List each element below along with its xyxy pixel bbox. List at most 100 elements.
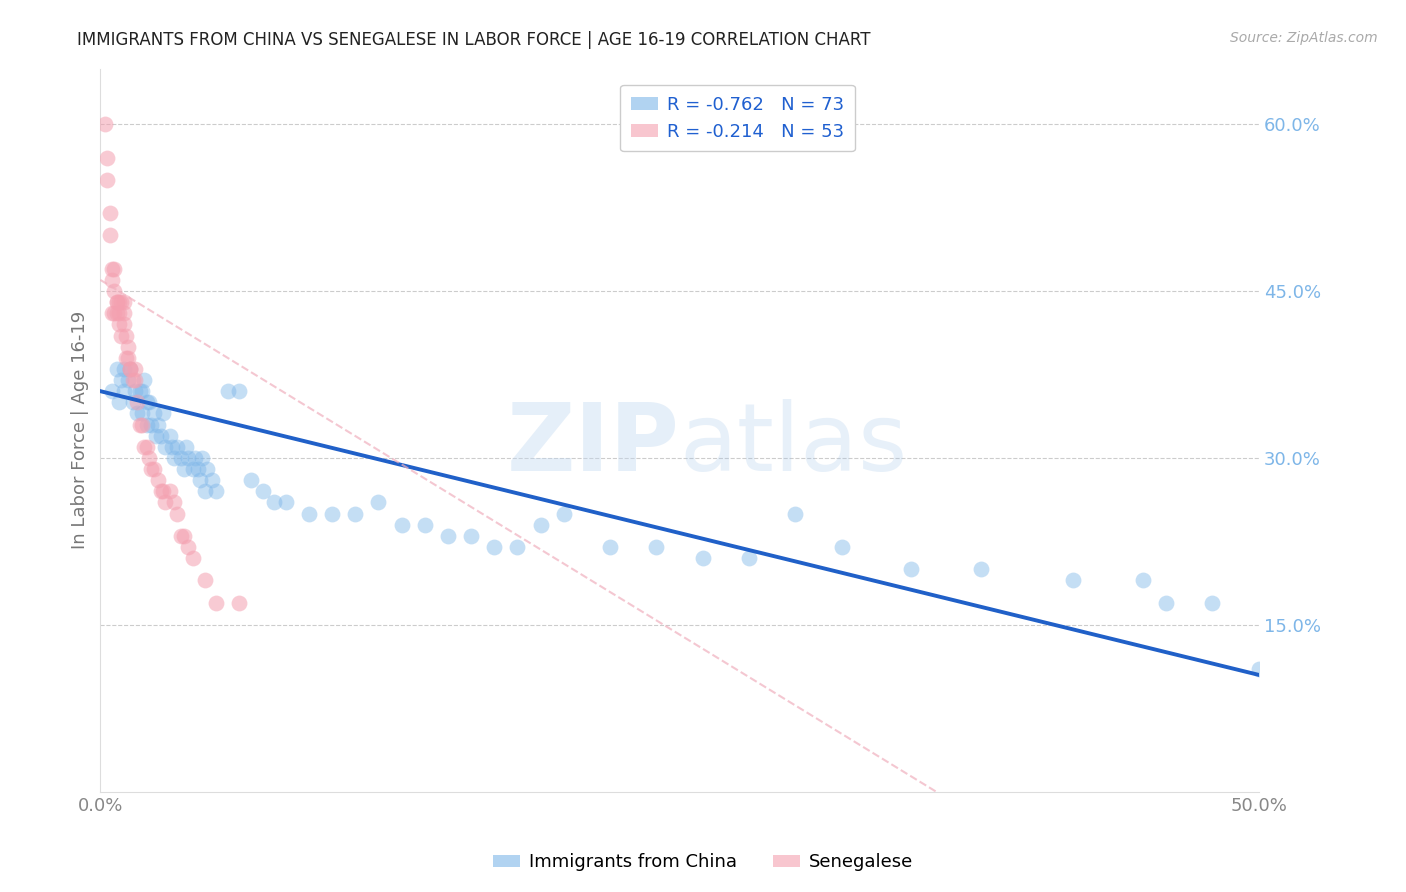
Point <box>173 529 195 543</box>
Point <box>599 540 621 554</box>
Point <box>105 295 128 310</box>
Point <box>321 507 343 521</box>
Point <box>131 406 153 420</box>
Point <box>1247 662 1270 676</box>
Point <box>187 462 209 476</box>
Point <box>131 417 153 432</box>
Point <box>194 484 217 499</box>
Point <box>141 417 163 432</box>
Point <box>110 295 132 310</box>
Text: Source: ZipAtlas.com: Source: ZipAtlas.com <box>1230 31 1378 45</box>
Point <box>131 384 153 399</box>
Point <box>98 228 121 243</box>
Point <box>149 428 172 442</box>
Point <box>173 462 195 476</box>
Point <box>108 306 131 320</box>
Point <box>163 495 186 509</box>
Point <box>134 440 156 454</box>
Point <box>141 462 163 476</box>
Point <box>120 362 142 376</box>
Point <box>181 551 204 566</box>
Point <box>239 473 262 487</box>
Point <box>274 495 297 509</box>
Point <box>103 261 125 276</box>
Point <box>149 484 172 499</box>
Point <box>1154 596 1177 610</box>
Point <box>110 328 132 343</box>
Point <box>128 417 150 432</box>
Point <box>114 351 136 365</box>
Point <box>135 440 157 454</box>
Point <box>96 173 118 187</box>
Point <box>155 495 177 509</box>
Point <box>529 517 551 532</box>
Point <box>96 151 118 165</box>
Point <box>785 507 807 521</box>
Point <box>142 406 165 420</box>
Point <box>1132 574 1154 588</box>
Text: ZIP: ZIP <box>506 399 679 491</box>
Point <box>228 384 250 399</box>
Point <box>103 284 125 298</box>
Point <box>112 318 135 332</box>
Point <box>138 450 160 465</box>
Legend: R = -0.762   N = 73, R = -0.214   N = 53: R = -0.762 N = 73, R = -0.214 N = 53 <box>620 85 855 152</box>
Point <box>120 362 142 376</box>
Point <box>191 450 214 465</box>
Point <box>900 562 922 576</box>
Point <box>101 306 124 320</box>
Point <box>135 417 157 432</box>
Point <box>112 362 135 376</box>
Point <box>252 484 274 499</box>
Point <box>170 529 193 543</box>
Point <box>344 507 367 521</box>
Point <box>1062 574 1084 588</box>
Point <box>152 406 174 420</box>
Point <box>110 373 132 387</box>
Point <box>103 306 125 320</box>
Point <box>117 351 139 365</box>
Point <box>367 495 389 509</box>
Point <box>127 395 149 409</box>
Point <box>166 440 188 454</box>
Point <box>188 473 211 487</box>
Point <box>184 450 207 465</box>
Point <box>413 517 436 532</box>
Point <box>437 529 460 543</box>
Point <box>120 362 142 376</box>
Point <box>159 428 181 442</box>
Point <box>181 462 204 476</box>
Point <box>177 450 200 465</box>
Point <box>105 362 128 376</box>
Point <box>553 507 575 521</box>
Point <box>148 473 170 487</box>
Point <box>105 306 128 320</box>
Point <box>155 440 177 454</box>
Point <box>160 440 183 454</box>
Point <box>177 540 200 554</box>
Point <box>124 373 146 387</box>
Point <box>692 551 714 566</box>
Point <box>145 428 167 442</box>
Y-axis label: In Labor Force | Age 16-19: In Labor Force | Age 16-19 <box>72 311 89 549</box>
Point <box>124 384 146 399</box>
Point <box>148 417 170 432</box>
Point <box>205 484 228 499</box>
Point <box>108 318 131 332</box>
Point <box>101 384 124 399</box>
Point <box>134 373 156 387</box>
Point <box>228 596 250 610</box>
Point <box>645 540 668 554</box>
Point <box>124 362 146 376</box>
Point <box>460 529 482 543</box>
Point <box>174 440 197 454</box>
Point <box>94 117 117 131</box>
Point <box>166 507 188 521</box>
Point <box>105 295 128 310</box>
Point <box>114 328 136 343</box>
Point <box>112 306 135 320</box>
Point <box>142 462 165 476</box>
Point <box>738 551 761 566</box>
Point <box>506 540 529 554</box>
Point <box>482 540 505 554</box>
